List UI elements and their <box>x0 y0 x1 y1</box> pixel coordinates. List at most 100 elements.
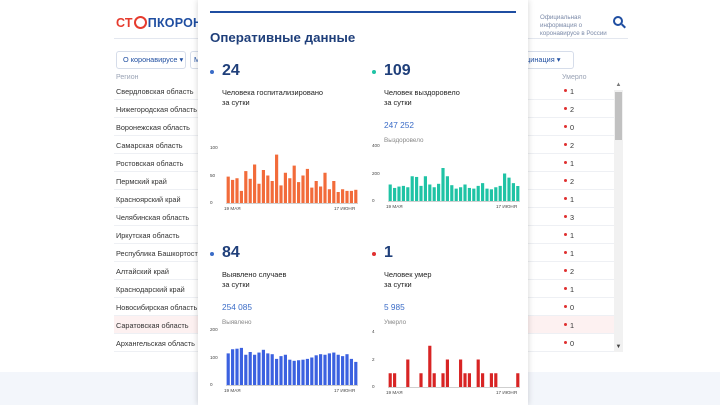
chart-bar[interactable] <box>454 188 458 201</box>
chart-bar[interactable] <box>485 188 489 201</box>
chart-bar[interactable] <box>336 192 340 203</box>
chart-bar[interactable] <box>257 183 261 203</box>
chart-bar[interactable] <box>257 352 261 385</box>
chart-bar[interactable] <box>305 358 309 385</box>
chart-bar[interactable] <box>345 354 349 385</box>
chart-bar[interactable] <box>467 373 471 387</box>
chart-bar[interactable] <box>498 185 502 201</box>
scrollbar-track[interactable] <box>614 90 623 352</box>
chart-bar[interactable] <box>349 358 353 385</box>
chart-bar[interactable] <box>244 171 248 203</box>
chart-bar[interactable] <box>432 373 436 387</box>
chart-bar[interactable] <box>288 178 292 203</box>
chart-bar[interactable] <box>275 358 279 385</box>
chart-bar[interactable] <box>459 359 463 388</box>
chart-bar[interactable] <box>327 189 331 203</box>
chart-bar[interactable] <box>437 183 441 201</box>
chart-bar[interactable] <box>253 354 257 385</box>
chart-bar[interactable] <box>516 373 520 387</box>
chart-bar[interactable] <box>354 361 358 385</box>
chart-bar[interactable] <box>323 354 327 385</box>
chart-bar[interactable] <box>432 187 436 201</box>
chart-bar[interactable] <box>270 354 274 385</box>
chart-bar[interactable] <box>279 356 283 385</box>
chart-bar[interactable] <box>511 183 515 201</box>
chart-bar[interactable] <box>336 354 340 385</box>
search-icon[interactable] <box>613 16 627 30</box>
chart-bar[interactable] <box>393 187 397 201</box>
chart-bar[interactable] <box>441 373 445 387</box>
chart-bar[interactable] <box>310 357 314 386</box>
chart-bar[interactable] <box>494 373 498 387</box>
chart-bar[interactable] <box>489 373 493 387</box>
chart-bar[interactable] <box>463 373 467 387</box>
chart-bar[interactable] <box>279 185 283 203</box>
scroll-up-arrow-icon[interactable]: ▲ <box>615 82 622 88</box>
chart-bar[interactable] <box>406 359 410 388</box>
chart-bar[interactable] <box>463 184 467 202</box>
chart-bar[interactable] <box>332 352 336 385</box>
chart-bar[interactable] <box>327 353 331 385</box>
scroll-down-arrow-icon[interactable]: ▼ <box>615 344 622 350</box>
chart-bar[interactable] <box>305 168 309 203</box>
chart-bar[interactable] <box>332 181 336 203</box>
chart-bar[interactable] <box>445 176 449 201</box>
chart-bar[interactable] <box>292 360 296 385</box>
chart-bar[interactable] <box>507 177 511 201</box>
chart-bar[interactable] <box>248 178 252 203</box>
chart-bar[interactable] <box>393 373 397 387</box>
chart-bar[interactable] <box>481 373 485 387</box>
chart-bar[interactable] <box>459 187 463 201</box>
chart-bar[interactable] <box>239 190 243 203</box>
chart-bar[interactable] <box>476 185 480 201</box>
chart-bar[interactable] <box>428 184 432 202</box>
chart-bar[interactable] <box>419 373 423 387</box>
chart-bar[interactable] <box>231 349 235 385</box>
chart-bar[interactable] <box>231 179 235 203</box>
chart-bar[interactable] <box>275 154 279 203</box>
chart-bar[interactable] <box>301 175 305 204</box>
chart-bar[interactable] <box>397 186 401 201</box>
chart-bar[interactable] <box>494 187 498 201</box>
chart-bar[interactable] <box>450 185 454 201</box>
chart-bar[interactable] <box>319 186 323 204</box>
chart-bar[interactable] <box>297 182 301 203</box>
chart-bar[interactable] <box>401 185 405 201</box>
chart-bar[interactable] <box>406 187 410 201</box>
chart-bar[interactable] <box>476 359 480 388</box>
chart-bar[interactable] <box>292 165 296 203</box>
chart-bar[interactable] <box>341 356 345 385</box>
chart-bar[interactable] <box>248 352 252 385</box>
chart-bar[interactable] <box>467 187 471 201</box>
chart-bar[interactable] <box>341 189 345 203</box>
chart-bar[interactable] <box>314 181 318 203</box>
chart-bar[interactable] <box>472 188 476 201</box>
chart-bar[interactable] <box>226 176 230 203</box>
chart-bar[interactable] <box>266 353 270 385</box>
nav-about-coronavirus[interactable]: О коронавирусе ▾ <box>116 51 186 69</box>
chart-bar[interactable] <box>301 359 305 385</box>
chart-bar[interactable] <box>310 187 314 203</box>
chart-bar[interactable] <box>319 354 323 385</box>
chart-bar[interactable] <box>428 345 432 387</box>
chart-bar[interactable] <box>283 354 287 385</box>
chart-bar[interactable] <box>489 189 493 201</box>
chart-bar[interactable] <box>441 168 445 201</box>
chart-bar[interactable] <box>314 355 318 385</box>
chart-bar[interactable] <box>261 349 265 385</box>
chart-bar[interactable] <box>283 172 287 203</box>
chart-bar[interactable] <box>345 190 349 203</box>
chart-bar[interactable] <box>349 190 353 203</box>
chart-bar[interactable] <box>244 354 248 385</box>
chart-bar[interactable] <box>323 172 327 203</box>
chart-bar[interactable] <box>235 348 239 385</box>
chart-bar[interactable] <box>270 181 274 203</box>
chart-bar[interactable] <box>388 184 392 202</box>
chart-bar[interactable] <box>415 176 419 201</box>
chart-bar[interactable] <box>226 353 230 385</box>
scrollbar-thumb[interactable] <box>615 92 622 140</box>
chart-bar[interactable] <box>503 173 507 202</box>
chart-bar[interactable] <box>235 178 239 203</box>
chart-bar[interactable] <box>481 183 485 201</box>
chart-bar[interactable] <box>253 164 257 204</box>
